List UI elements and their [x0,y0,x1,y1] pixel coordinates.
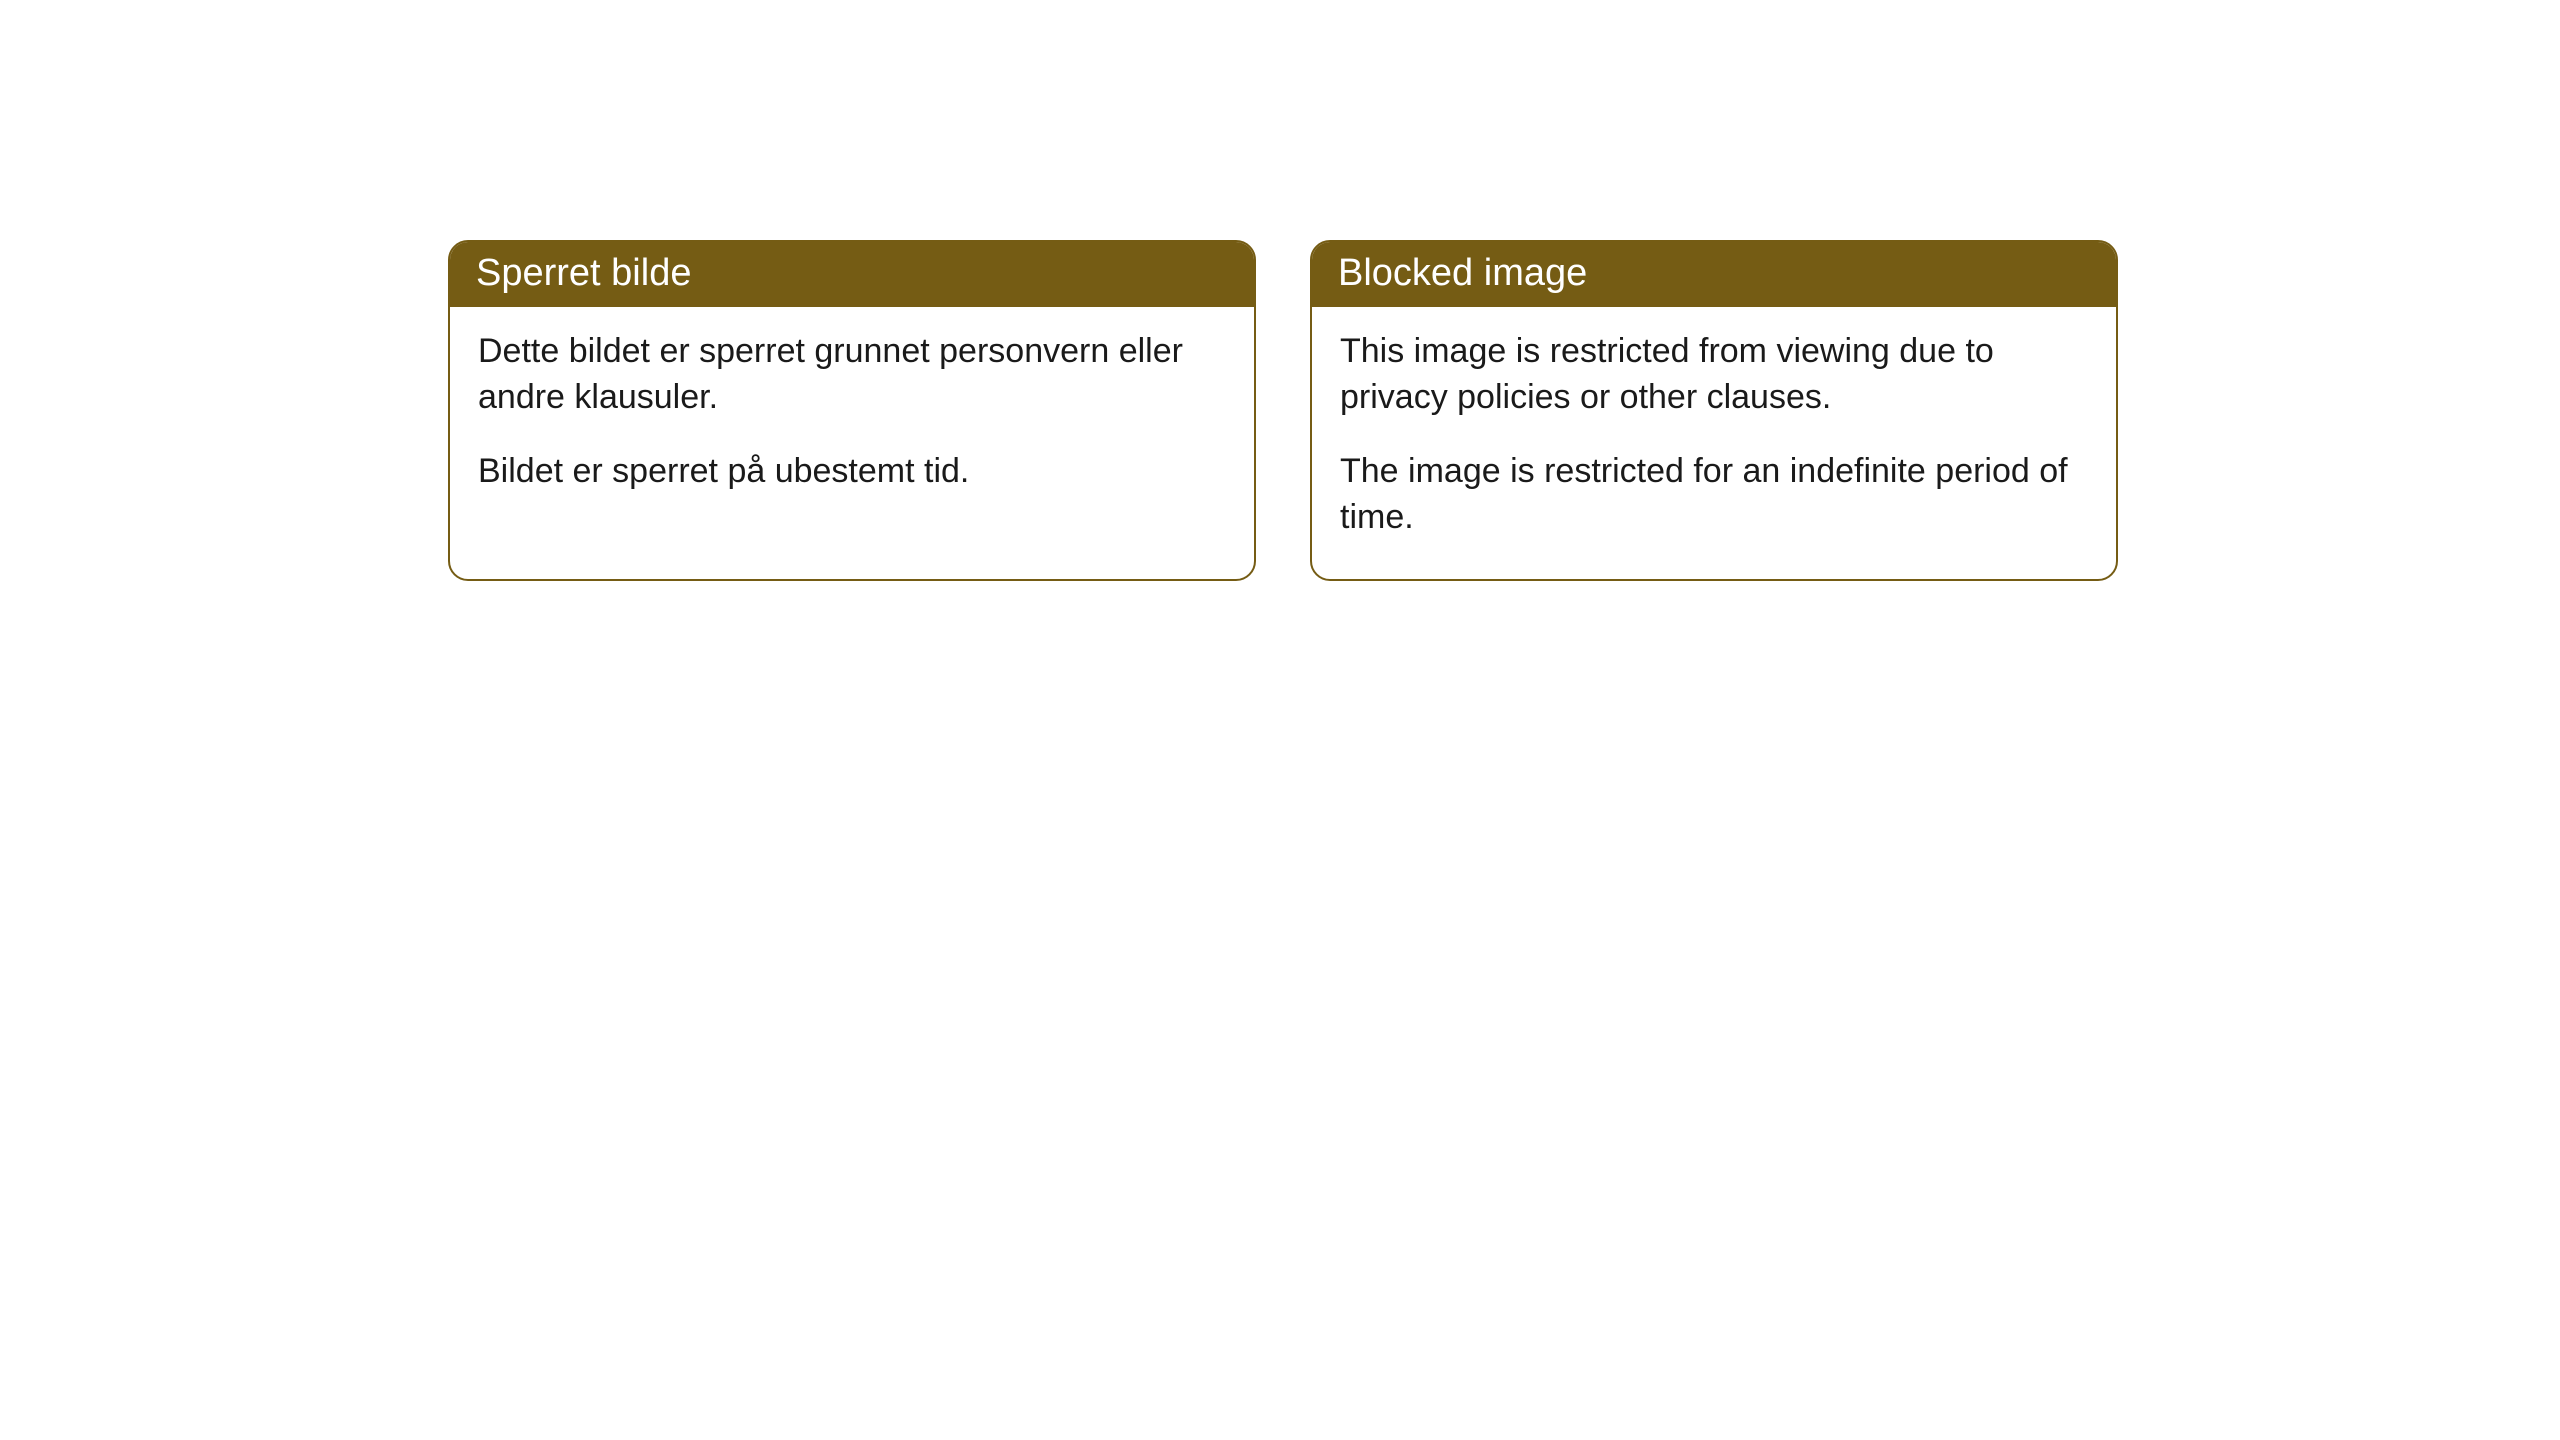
card-paragraph: Dette bildet er sperret grunnet personve… [478,329,1226,421]
notice-card-english: Blocked image This image is restricted f… [1310,240,2118,581]
notice-card-norwegian: Sperret bilde Dette bildet er sperret gr… [448,240,1256,581]
card-paragraph: This image is restricted from viewing du… [1340,329,2088,421]
card-header: Sperret bilde [450,242,1254,307]
card-body: Dette bildet er sperret grunnet personve… [450,307,1254,533]
card-title: Sperret bilde [476,252,691,294]
card-title: Blocked image [1338,252,1587,294]
card-paragraph: The image is restricted for an indefinit… [1340,449,2088,541]
card-body: This image is restricted from viewing du… [1312,307,2116,579]
card-header: Blocked image [1312,242,2116,307]
cards-container: Sperret bilde Dette bildet er sperret gr… [448,240,2118,581]
card-paragraph: Bildet er sperret på ubestemt tid. [478,449,1226,495]
